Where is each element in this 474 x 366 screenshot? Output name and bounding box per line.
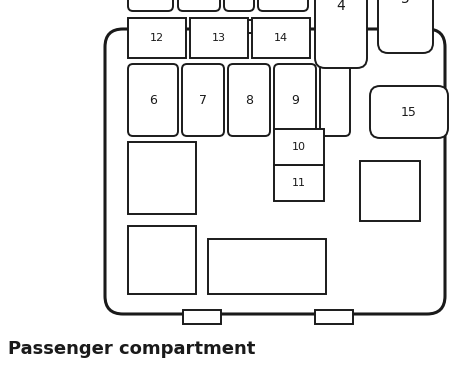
Text: 9: 9 bbox=[291, 93, 299, 107]
Bar bbox=[360, 161, 420, 221]
Bar bbox=[252, 18, 310, 58]
FancyBboxPatch shape bbox=[274, 64, 316, 136]
Text: 14: 14 bbox=[274, 33, 288, 43]
Bar bbox=[190, 18, 248, 58]
Bar bbox=[315, 310, 353, 324]
Text: Passenger compartment: Passenger compartment bbox=[8, 340, 255, 358]
FancyBboxPatch shape bbox=[105, 29, 445, 314]
Bar bbox=[208, 239, 326, 294]
Text: 8: 8 bbox=[245, 93, 253, 107]
Text: 5: 5 bbox=[401, 0, 410, 6]
FancyBboxPatch shape bbox=[128, 0, 173, 11]
FancyBboxPatch shape bbox=[182, 64, 224, 136]
Bar bbox=[128, 142, 196, 214]
FancyBboxPatch shape bbox=[178, 0, 220, 11]
Bar bbox=[274, 165, 324, 201]
FancyBboxPatch shape bbox=[228, 64, 270, 136]
FancyBboxPatch shape bbox=[378, 0, 433, 53]
Text: 4: 4 bbox=[337, 0, 346, 12]
FancyBboxPatch shape bbox=[315, 0, 367, 68]
Text: 6: 6 bbox=[149, 93, 157, 107]
Text: 12: 12 bbox=[150, 33, 164, 43]
Text: 7: 7 bbox=[199, 93, 207, 107]
FancyBboxPatch shape bbox=[224, 0, 254, 11]
FancyBboxPatch shape bbox=[258, 0, 308, 11]
FancyBboxPatch shape bbox=[128, 64, 178, 136]
Bar bbox=[183, 310, 221, 324]
Bar bbox=[235, 20, 270, 33]
Text: 15: 15 bbox=[401, 105, 417, 119]
Bar bbox=[274, 129, 324, 165]
Text: 10: 10 bbox=[292, 142, 306, 152]
Text: 11: 11 bbox=[292, 178, 306, 188]
Bar bbox=[128, 18, 186, 58]
Bar bbox=[128, 226, 196, 294]
Text: 13: 13 bbox=[212, 33, 226, 43]
FancyBboxPatch shape bbox=[320, 64, 350, 136]
FancyBboxPatch shape bbox=[370, 86, 448, 138]
